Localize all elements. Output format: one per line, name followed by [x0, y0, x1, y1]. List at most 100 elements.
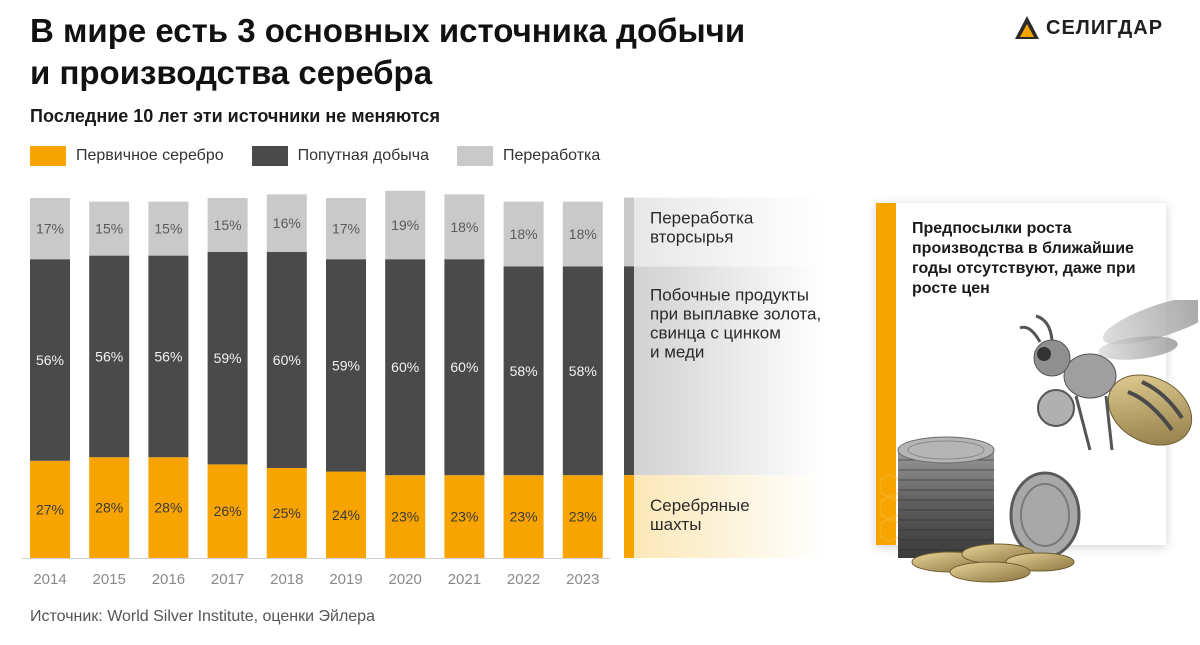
x-tick-label-2021: 2021 [448, 571, 481, 588]
legend-label-byproduct: Попутная добыча [297, 147, 429, 164]
bar-recycling-2014 [30, 198, 70, 260]
bar-label-primary-2016: 28% [154, 500, 182, 516]
bar-primary-2014 [30, 460, 70, 558]
metal-bee [1019, 300, 1198, 451]
side-label-recycling-line-2: вторсырья [650, 228, 733, 247]
bar-label-recycling-2020: 19% [391, 217, 419, 233]
bar-primary-2017 [207, 464, 248, 558]
bar-label-recycling-2016: 15% [154, 221, 182, 237]
bar-primary-2020 [385, 475, 426, 558]
bar-byproduct-2014 [30, 259, 70, 461]
bar-recycling-2020 [385, 190, 426, 260]
legend-swatch-primary [30, 146, 66, 166]
x-tick-label-2014: 2014 [33, 571, 66, 588]
side-label-recycling-line-1: Переработка [650, 209, 754, 228]
x-tick-label-2015: 2015 [93, 571, 126, 588]
side-band-marker-recycling [624, 197, 634, 267]
side-band-marker-byproduct [624, 266, 634, 476]
gold-coins [911, 543, 1075, 583]
bar-label-recycling-2018: 16% [273, 215, 301, 231]
side-label-byproduct-line-2: при выплавке золота, [650, 304, 821, 323]
brand-mark-icon [1015, 16, 1039, 39]
bar-byproduct-2020 [385, 259, 426, 476]
legend-item-byproduct: Попутная добыча [251, 146, 429, 166]
legend-swatch-byproduct [251, 146, 288, 166]
bar-byproduct-2016 [148, 255, 189, 458]
bar-label-recycling-2021: 18% [450, 219, 478, 235]
standing-coin [1009, 471, 1081, 559]
legend-item-recycling: Переработка [457, 146, 600, 166]
side-label-primary-line-1: Серебряные [650, 496, 750, 515]
source-note: Источник: World Silver Institute, оценки… [30, 608, 375, 625]
bar-label-recycling-2022: 18% [510, 226, 538, 242]
brand-logo: СЕЛИГДАР [1014, 12, 1174, 44]
bar-byproduct-2017 [207, 252, 248, 465]
bar-label-byproduct-2020: 60% [391, 359, 419, 375]
bar-label-primary-2022: 23% [510, 509, 538, 525]
legend-label-recycling: Переработка [503, 147, 601, 164]
bar-label-primary-2020: 23% [391, 509, 419, 525]
x-tick-label-2017: 2017 [211, 571, 244, 588]
side-label-primary-line-2: шахты [650, 515, 701, 534]
bar-label-byproduct-2017: 59% [214, 350, 242, 366]
bar-primary-2019 [326, 471, 366, 558]
coin-stack [897, 436, 995, 558]
side-label-byproduct-line-4: и меди [650, 342, 704, 361]
bar-byproduct-2023 [562, 266, 603, 476]
x-tick-label-2020: 2020 [389, 571, 422, 588]
x-tick-label-2018: 2018 [270, 571, 303, 588]
bar-label-recycling-2014: 17% [36, 221, 64, 237]
bar-label-byproduct-2015: 56% [95, 348, 123, 364]
bar-recycling-2021 [444, 194, 485, 260]
side-band-marker-primary [624, 475, 634, 558]
legend-label-primary: Первичное серебро [76, 147, 224, 164]
honeycomb-pattern [880, 472, 901, 544]
x-tick-label-2023: 2023 [566, 571, 599, 588]
bar-label-byproduct-2014: 56% [36, 352, 64, 368]
page-title: В мире есть 3 основных источника добычи … [30, 10, 850, 94]
silver-bee-coins-illustration [880, 300, 1198, 583]
bar-primary-2018 [266, 468, 307, 558]
bar-label-byproduct-2022: 58% [510, 363, 538, 379]
bar-label-recycling-2015: 15% [95, 221, 123, 237]
bar-label-primary-2019: 24% [332, 507, 360, 523]
bar-recycling-2019 [326, 198, 366, 260]
bar-byproduct-2018 [266, 252, 307, 468]
bar-label-byproduct-2016: 56% [154, 348, 182, 364]
title-line-1: В мире есть 3 основных источника добычи [30, 12, 746, 49]
bar-label-byproduct-2018: 60% [273, 352, 301, 368]
bar-primary-2015 [89, 457, 130, 558]
bar-primary-2022 [503, 475, 544, 558]
bar-byproduct-2021 [444, 259, 485, 476]
bar-label-byproduct-2019: 59% [332, 357, 360, 373]
bar-label-primary-2017: 26% [214, 503, 242, 519]
bar-label-primary-2023: 23% [569, 509, 597, 525]
legend-swatch-recycling [457, 146, 493, 166]
callout-text: Предпосылки роста производства в ближайш… [912, 220, 1136, 297]
title-line-2: и производства серебра [30, 54, 433, 91]
stacked-bar-chart: 27% 56% 17% 2014 28% 56% 15% 2015 28% 56% 15% 2016 2… [22, 190, 824, 588]
bar-byproduct-2019 [326, 259, 366, 472]
bar-primary-2021 [444, 475, 485, 558]
bar-label-primary-2021: 23% [450, 509, 478, 525]
side-label-byproduct-line-3: свинца с цинком [650, 323, 781, 342]
side-band-primary [624, 475, 824, 558]
bar-label-recycling-2019: 17% [332, 221, 360, 237]
bar-byproduct-2022 [503, 266, 544, 476]
bar-primary-2023 [562, 475, 603, 558]
chart-subtitle: Последние 10 лет эти источники не меняют… [30, 106, 440, 126]
side-band-recycling [624, 197, 824, 267]
bar-label-primary-2018: 25% [273, 505, 301, 521]
side-label-byproduct-line-1: Побочные продукты [650, 285, 809, 304]
bar-byproduct-2015 [89, 255, 130, 458]
x-tick-label-2022: 2022 [507, 571, 540, 588]
bar-recycling-2018 [266, 194, 307, 252]
bar-primary-2016 [148, 457, 189, 558]
bar-label-byproduct-2023: 58% [569, 363, 597, 379]
callout-accent-bar [876, 203, 896, 545]
bar-label-primary-2015: 28% [95, 500, 123, 516]
x-tick-label-2019: 2019 [329, 571, 362, 588]
bar-label-byproduct-2021: 60% [450, 359, 478, 375]
bar-label-primary-2014: 27% [36, 501, 64, 517]
bar-label-recycling-2023: 18% [569, 226, 597, 242]
